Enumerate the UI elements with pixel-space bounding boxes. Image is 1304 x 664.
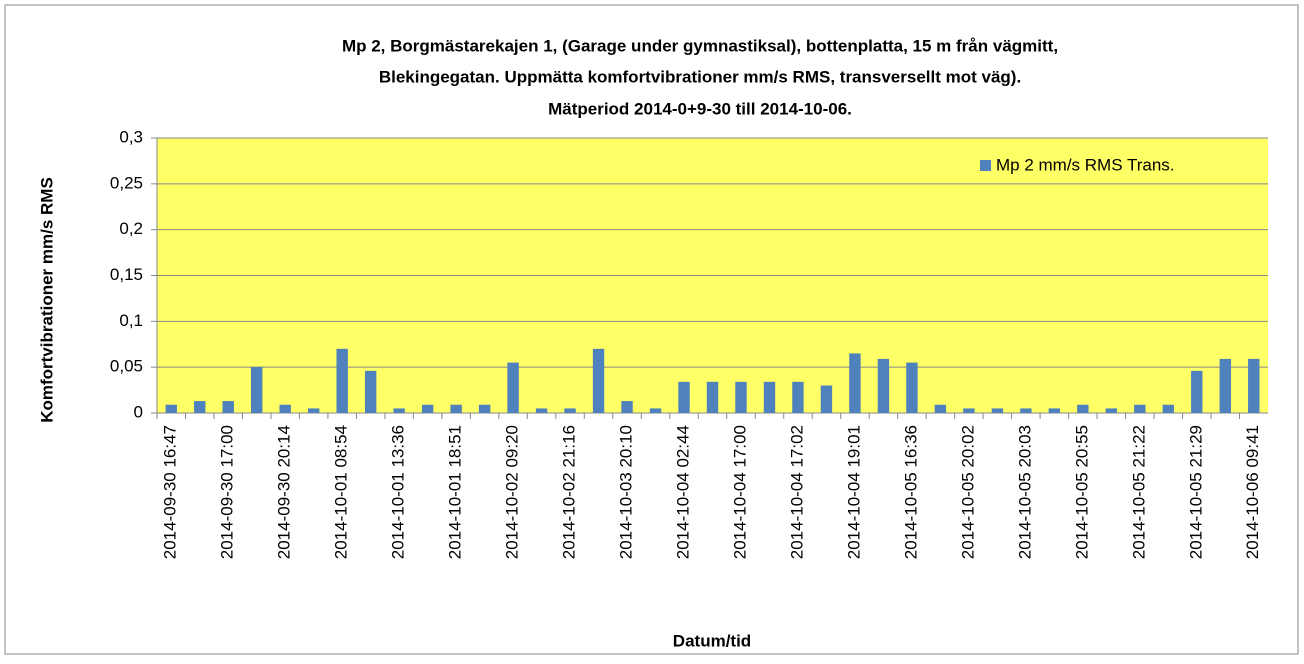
x-tick-label: 2014-10-02 21:16 — [560, 425, 579, 559]
bar — [222, 401, 234, 413]
x-tick-label: 2014-10-05 21:29 — [1186, 425, 1205, 559]
x-tick-label: 2014-10-04 19:01 — [844, 425, 863, 559]
x-tick-label: 2014-09-30 16:47 — [161, 425, 180, 559]
x-tick-label: 2014-10-05 20:02 — [958, 425, 977, 559]
bar — [1248, 358, 1260, 413]
x-tick-label: 2014-09-30 20:14 — [275, 425, 294, 559]
bar — [792, 381, 804, 413]
y-axis-label: Komfortvibrationer mm/s RMS — [37, 177, 56, 423]
y-tick-label: 0,05 — [110, 357, 143, 376]
bar — [963, 408, 975, 413]
y-tick-label: 0,3 — [119, 127, 143, 146]
bar — [194, 401, 206, 413]
bar — [934, 404, 947, 413]
bar — [820, 385, 833, 413]
x-tick-label: 2014-10-03 20:10 — [617, 425, 636, 559]
bar — [735, 381, 747, 413]
bar — [421, 404, 434, 413]
x-tick-label: 2014-10-05 21:22 — [1129, 425, 1148, 559]
y-tick-label: 0,15 — [110, 265, 143, 284]
x-axis-label: Datum/tid — [673, 631, 751, 650]
bar — [450, 404, 462, 413]
x-tick-label: 2014-10-05 16:36 — [901, 425, 920, 559]
y-tick-label: 0,2 — [119, 219, 143, 238]
bar — [678, 381, 690, 413]
legend-label: Mp 2 mm/s RMS Trans. — [996, 155, 1175, 174]
x-tick-label: 2014-10-04 17:00 — [730, 425, 749, 559]
bar — [1134, 404, 1146, 413]
bar — [706, 381, 719, 413]
bar — [336, 348, 348, 413]
y-tick-label: 0,25 — [110, 173, 143, 192]
bar — [849, 353, 861, 413]
bar — [165, 404, 177, 413]
bar — [564, 408, 576, 413]
x-tick-label: 2014-10-06 09:41 — [1243, 425, 1262, 559]
chart-title: Mp 2, Borgmästarekajen 1, (Garage under … — [342, 36, 1058, 55]
bar — [535, 408, 548, 413]
bar — [592, 348, 605, 413]
bar — [991, 408, 1004, 413]
bar — [877, 358, 890, 413]
bar — [1219, 358, 1231, 413]
bar — [279, 404, 291, 413]
bar — [507, 362, 519, 413]
bar — [393, 408, 405, 413]
bar — [1105, 408, 1118, 413]
x-tick-label: 2014-10-01 13:36 — [389, 425, 408, 559]
x-tick-label: 2014-10-01 08:54 — [332, 425, 351, 559]
bar — [1048, 408, 1061, 413]
x-tick-label: 2014-09-30 17:00 — [218, 425, 237, 559]
bar — [649, 408, 662, 413]
chart-title: Blekingegatan. Uppmätta komfortvibration… — [379, 67, 1021, 86]
x-tick-label: 2014-10-04 17:02 — [787, 425, 806, 559]
bar — [307, 408, 320, 413]
bar — [763, 381, 776, 413]
y-tick-label: 0 — [134, 402, 143, 421]
bar — [251, 367, 263, 413]
bar — [1077, 404, 1089, 413]
bar — [364, 370, 377, 413]
bar — [1020, 408, 1032, 413]
bar — [906, 362, 918, 413]
bar — [621, 401, 633, 413]
x-tick-label: 2014-10-04 02:44 — [673, 425, 692, 559]
chart-title: Mätperiod 2014-0+9-30 till 2014-10-06. — [548, 99, 852, 118]
x-tick-label: 2014-10-05 20:55 — [1072, 425, 1091, 559]
bar — [1162, 404, 1174, 413]
x-tick-label: 2014-10-01 18:51 — [446, 425, 465, 559]
x-tick-label: 2014-10-02 09:20 — [503, 425, 522, 559]
bar — [478, 404, 491, 413]
legend-swatch — [980, 160, 991, 171]
y-tick-label: 0,1 — [119, 311, 143, 330]
bar — [1191, 370, 1203, 413]
x-tick-label: 2014-10-05 20:03 — [1015, 425, 1034, 559]
